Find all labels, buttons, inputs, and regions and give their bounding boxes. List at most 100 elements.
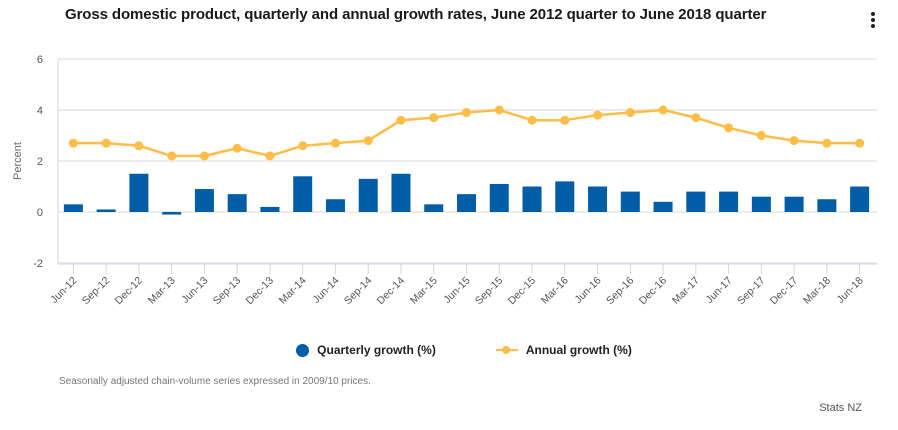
annual-point [167,151,177,161]
annual-point [68,138,78,148]
annual-point [134,141,144,151]
bar-quarterly [719,191,739,212]
x-tick-label: Sep-14 [342,275,375,308]
annual-point [527,115,537,125]
legend-item-quarterly[interactable]: Quarterly growth (%) [296,343,436,357]
x-tick-label: Mar-13 [146,275,178,307]
annual-point [232,143,242,153]
legend-annual-label: Annual growth (%) [525,343,632,357]
x-tick-label: Mar-14 [277,275,309,307]
bar-quarterly [194,189,214,212]
x-tick-label: Mar-18 [801,275,833,307]
chart-note: Seasonally adjusted chain-volume series … [59,376,371,387]
bar-quarterly [686,191,706,212]
annual-point [101,138,111,148]
bar-quarterly [391,173,411,212]
x-tick-label: Sep-12 [80,275,113,308]
bar-quarterly [63,204,83,212]
y-tick-label: -2 [33,258,43,270]
x-tick-label: Jun-14 [310,275,341,306]
bar-quarterly [162,212,182,215]
x-tick-label: Jun-16 [572,275,603,306]
y-tick-label: 0 [37,207,43,219]
x-tick-label: Sep-17 [735,275,768,308]
annual-point [298,141,308,151]
bar-quarterly [260,206,280,212]
bar-quarterly [784,196,804,212]
gridlines [58,58,877,264]
annual-point [691,113,701,123]
x-tick-label: Sep-16 [604,275,637,308]
bar-quarterly [555,181,575,212]
x-tick-label: Dec-17 [768,275,801,308]
x-tick-label: Dec-16 [637,275,670,308]
annual-point [756,131,766,140]
legend-quarterly-marker-icon [296,343,310,357]
kebab-menu-icon[interactable] [866,10,880,32]
annual-point [462,108,471,118]
annual-point [199,151,209,161]
bar-quarterly [653,201,673,212]
annual-point [396,115,406,125]
annual-point [855,138,865,148]
annual-point [724,123,734,133]
x-tick-label: Dec-14 [375,275,408,308]
bar-quarterly [489,183,509,212]
x-tick-label: Mar-15 [408,275,440,307]
y-tick-label: 2 [37,156,43,168]
annual-point [658,105,668,115]
bar-quarterly [424,204,444,212]
annual-point [494,105,504,115]
y-tick-label: 6 [37,54,43,66]
x-tick-label: Mar-17 [670,275,702,307]
bar-quarterly [227,194,247,212]
x-tick-label: Dec-12 [113,275,146,308]
legend: Quarterly growth (%) Annual growth (%) [0,343,898,357]
chart-credit: Stats NZ [819,402,862,414]
annual-point [265,151,275,161]
x-tick-label: Dec-13 [244,275,277,308]
bar-quarterly [358,178,378,212]
bar-quarterly [293,176,313,212]
annual-point [789,136,799,146]
x-tick-label: Jun-18 [835,275,866,306]
annual-point [560,115,570,125]
bar-quarterly [129,173,149,212]
bar-quarterly [620,191,640,212]
annual-line [68,105,865,161]
y-axis: -2 0 2 4 6 [33,54,59,270]
x-tick-label: Sep-13 [211,275,244,308]
bar-quarterly [850,186,870,212]
annual-point [593,110,603,120]
chart-title: Gross domestic product, quarterly and an… [65,6,767,23]
bar-quarterly [751,196,771,212]
x-tick-label: Jun-17 [704,275,735,306]
bar-quarterly [457,194,476,212]
legend-item-annual[interactable]: Annual growth (%) [495,343,632,357]
bar-quarterly [817,199,837,212]
legend-annual-marker-icon [495,344,518,357]
bar-quarterly [588,186,608,212]
y-axis-label: Percent [12,142,24,180]
x-tick-label: Mar-16 [539,275,571,307]
x-tick-label: Jun-13 [179,275,210,306]
x-axis: Jun-12 Sep-12 Dec-12 Mar-13 Jun-13 Sep-13 Dec-… [48,263,877,308]
bar-quarterly [96,209,116,212]
annual-point [625,108,635,118]
menu-dot [871,11,875,16]
annual-point [330,138,340,148]
annual-point [429,113,439,123]
x-tick-label: Jun-12 [48,275,79,306]
x-tick-label: Dec-15 [506,275,539,308]
annual-point [363,136,373,146]
x-tick-label: Sep-15 [473,275,506,308]
bar-quarterly [522,186,542,212]
quarterly-bars [63,173,870,215]
legend-quarterly-label: Quarterly growth (%) [317,343,436,357]
bar-quarterly [325,199,345,212]
y-tick-label: 4 [37,105,43,117]
x-tick-label: Jun-15 [441,275,472,306]
annual-point [822,138,832,148]
menu-dot [871,17,875,22]
